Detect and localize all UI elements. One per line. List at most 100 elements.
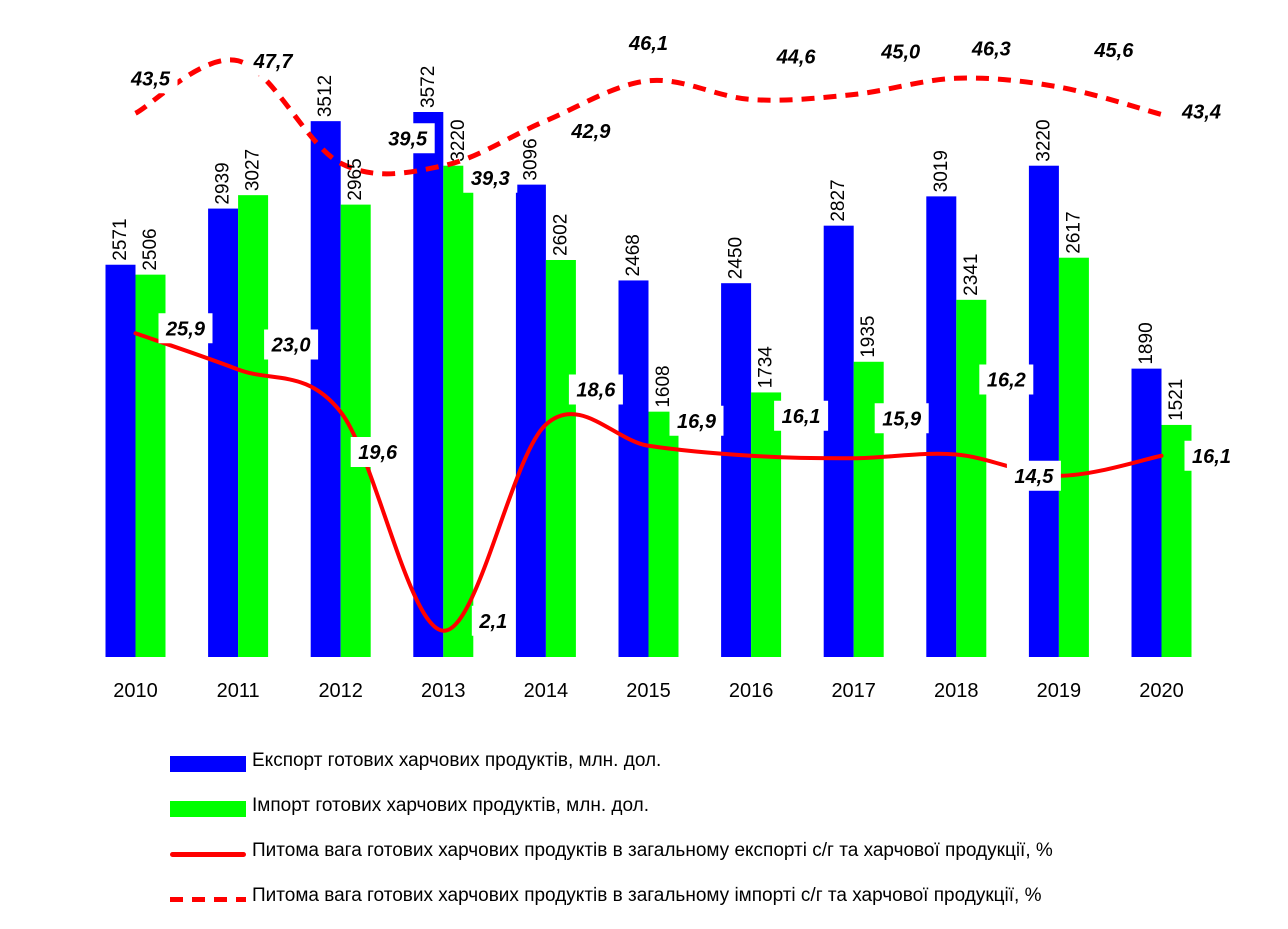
import-bar	[956, 299, 987, 657]
export-share-line	[133, 331, 1164, 633]
import-share-label-box	[380, 123, 435, 154]
x-tick-label: 2013	[421, 680, 466, 702]
import-bar	[648, 411, 679, 657]
export-share-label-box	[158, 313, 213, 344]
export-share-label-box	[568, 374, 623, 405]
import-share-line	[134, 57, 1163, 177]
import-share-label: 44,6	[776, 47, 817, 69]
import-share-label-box	[1174, 96, 1229, 127]
import-bar	[238, 195, 269, 658]
export-share-label: 16,1	[1192, 446, 1231, 468]
export-share-label: 25,9	[165, 318, 206, 340]
legend-swatch-export	[170, 756, 246, 772]
import-bar-label: 1608	[653, 365, 674, 407]
export-bar-label: 3019	[931, 150, 952, 192]
x-tick-label: 2014	[524, 680, 569, 702]
export-bar	[926, 196, 957, 657]
x-tick-label: 2015	[626, 680, 671, 702]
export-bar-label: 2468	[623, 234, 644, 276]
import-share-label: 46,3	[971, 38, 1011, 60]
export-bar	[1028, 165, 1059, 657]
chart-area: 2571 2506 2939 3027 3512 2965 3572 3220 3096 2602…	[105, 27, 1239, 702]
legend-label-export-share: Питома вага готових харчових продуктів в…	[252, 840, 1053, 861]
import-bar-label: 1521	[1166, 379, 1187, 421]
import-share-label-box	[1086, 35, 1141, 65]
import-bar-label: 3220	[448, 119, 469, 161]
export-share-label-box	[979, 364, 1034, 395]
import-share-label: 39,5	[388, 128, 428, 150]
import-bar-label: 2965	[345, 158, 366, 200]
export-bar-label: 3512	[315, 75, 336, 117]
import-share-label: 45,0	[880, 42, 920, 64]
export-bar-label: 3220	[1033, 119, 1054, 161]
export-share-label-box	[669, 405, 724, 436]
import-share-label: 46,1	[628, 33, 668, 55]
export-bar-label: 3096	[520, 138, 541, 180]
x-tick-label: 2012	[318, 680, 363, 702]
export-bar-label: 2571	[110, 218, 131, 260]
import-bar-label: 2506	[140, 228, 161, 270]
x-tick-label: 2019	[1037, 680, 1082, 702]
export-bar	[618, 280, 649, 657]
import-share-label: 43,5	[130, 68, 171, 90]
x-tick-label: 2011	[217, 680, 260, 702]
import-bar	[340, 204, 371, 657]
x-tick-label: 2010	[113, 680, 158, 702]
export-share-label: 23,0	[271, 335, 311, 357]
import-share-label-box	[123, 63, 178, 94]
import-share-label-box	[621, 27, 676, 58]
import-share-label-box	[563, 115, 618, 146]
import-bar-label: 3027	[243, 149, 264, 191]
export-share-label-box	[471, 605, 515, 636]
x-tick-label: 2020	[1139, 680, 1184, 702]
export-bar	[105, 264, 136, 657]
import-bar-label: 2341	[961, 254, 982, 296]
export-bar	[1131, 368, 1162, 657]
export-share-label-box	[874, 403, 929, 434]
import-bar	[1058, 257, 1089, 657]
import-bar	[443, 165, 474, 657]
export-bar	[721, 283, 752, 657]
import-share-label-box	[873, 36, 928, 67]
export-share-label-box	[350, 437, 405, 467]
import-share-label-box	[964, 33, 1019, 64]
import-bar-label: 1935	[858, 315, 879, 357]
export-bar-label: 2450	[726, 237, 747, 279]
legend-swatch-solid-line	[170, 852, 246, 857]
legend-swatch-dashed-line	[170, 897, 246, 902]
import-share-label: 43,4	[1181, 102, 1221, 124]
x-tick-label: 2016	[729, 680, 774, 702]
x-tick-label: 2017	[831, 680, 876, 702]
import-bar	[545, 259, 576, 657]
import-bar	[751, 392, 782, 657]
export-share-label: 16,2	[987, 370, 1026, 392]
export-bar	[208, 208, 239, 657]
import-share-label-box	[246, 45, 301, 76]
export-share-label: 14,5	[1014, 466, 1054, 488]
export-bar-label: 1890	[1136, 322, 1157, 364]
export-bar	[515, 184, 546, 657]
legend-label-import-share: Питома вага готових харчових продуктів в…	[252, 885, 1042, 906]
import-share-label: 45,6	[1093, 40, 1134, 62]
import-share-label: 39,3	[471, 168, 510, 190]
export-share-label-box	[1184, 440, 1239, 471]
import-bar-label: 2602	[550, 214, 571, 256]
import-share-label-box	[463, 162, 518, 193]
x-tick-label: 2018	[934, 680, 979, 702]
export-bar	[823, 225, 854, 657]
export-share-label: 16,1	[782, 406, 821, 428]
import-bar-label: 1734	[756, 346, 777, 389]
export-bar	[413, 112, 444, 657]
import-share-label: 47,7	[253, 51, 294, 73]
export-share-label: 19,6	[358, 442, 398, 464]
import-bar-label: 2617	[1063, 211, 1084, 253]
export-share-label: 18,6	[576, 380, 616, 402]
legend-label-import: Імпорт готових харчових продуктів, млн. …	[252, 795, 649, 816]
import-share-label-box	[769, 41, 824, 72]
export-bar-label: 2827	[828, 179, 849, 221]
legend-swatch-import	[170, 801, 246, 817]
export-share-label-box	[264, 329, 319, 360]
export-share-label: 15,9	[882, 408, 922, 430]
export-share-label: 16,9	[677, 411, 717, 433]
export-share-label-box	[1006, 460, 1061, 491]
